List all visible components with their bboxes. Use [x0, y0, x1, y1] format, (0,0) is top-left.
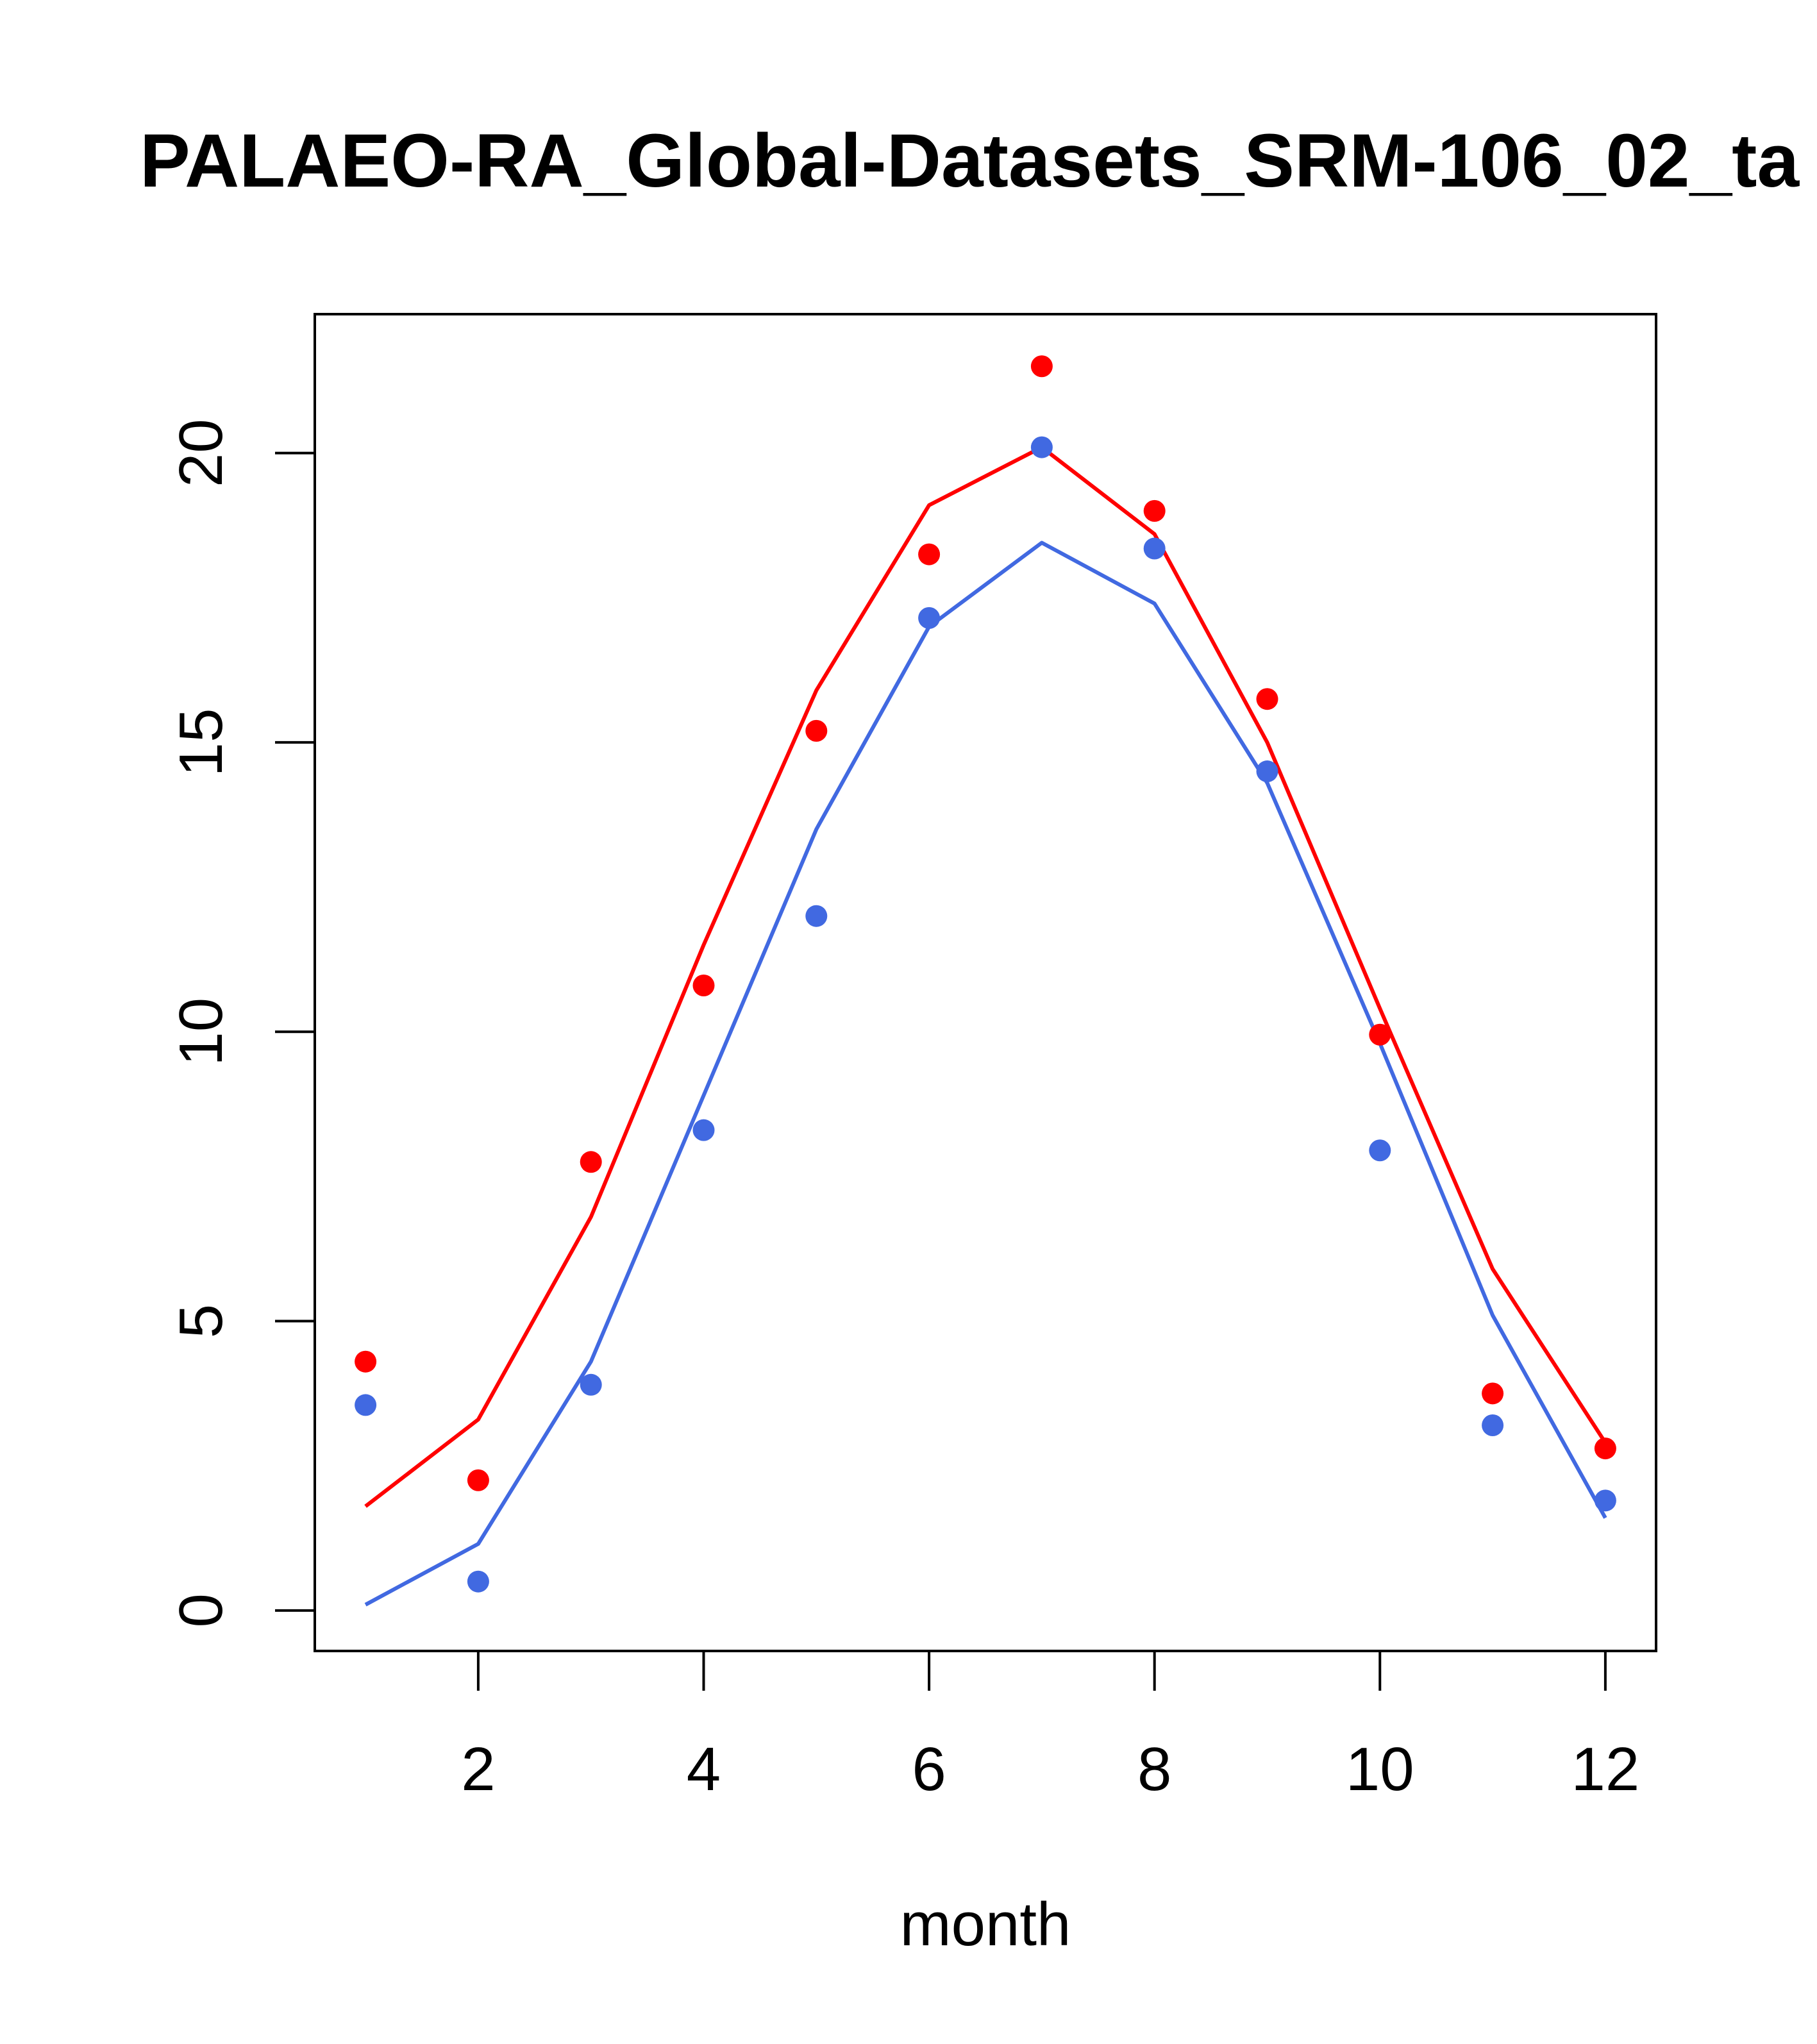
y-tick-label: 10: [167, 998, 235, 1066]
y-tick-label: 5: [167, 1304, 235, 1338]
x-axis-title: month: [900, 1890, 1071, 1959]
data-point: [355, 1394, 377, 1416]
data-point: [1369, 1139, 1391, 1162]
data-point: [467, 1469, 489, 1491]
data-point: [918, 607, 941, 629]
data-point: [1030, 355, 1053, 378]
y-tick-label: 0: [167, 1593, 235, 1627]
data-point: [1256, 760, 1278, 783]
data-point: [355, 1350, 377, 1373]
x-axis: 2 4 6 8 10 12: [461, 1650, 1640, 1804]
data-point: [1256, 688, 1278, 710]
data-point: [1143, 537, 1166, 560]
data-point: [692, 975, 715, 997]
data-point: [1482, 1382, 1504, 1405]
x-tick-label: 8: [1137, 1735, 1171, 1804]
x-tick-label: 4: [687, 1735, 721, 1804]
data-point: [1482, 1414, 1504, 1436]
series-points-3: [355, 436, 1616, 1593]
data-point: [1369, 1023, 1391, 1046]
data-point: [580, 1373, 602, 1396]
y-axis: 0 5 10 15 20: [167, 419, 316, 1628]
y-tick-label: 20: [167, 419, 235, 487]
series-line-0: [364, 445, 1607, 1508]
data-point: [805, 905, 828, 927]
data-point: [1143, 499, 1166, 522]
data-point: [1030, 436, 1053, 458]
y-tick-label: 15: [167, 708, 235, 777]
x-tick-label: 10: [1346, 1735, 1414, 1804]
data-point: [805, 719, 828, 742]
data-point: [918, 543, 941, 565]
data-point: [1594, 1489, 1616, 1512]
series-layer: [355, 355, 1616, 1607]
data-point: [580, 1151, 602, 1173]
data-point: [467, 1570, 489, 1593]
x-tick-label: 2: [461, 1735, 495, 1804]
data-point: [1594, 1437, 1616, 1460]
series-line-1: [364, 540, 1607, 1607]
chart-title: PALAEO-RA_Global-Datasets_SRM-106_02_ta: [140, 119, 1800, 203]
series-points-2: [355, 355, 1616, 1491]
x-tick-label: 6: [912, 1735, 946, 1804]
data-point: [692, 1119, 715, 1141]
x-tick-label: 12: [1571, 1735, 1640, 1804]
